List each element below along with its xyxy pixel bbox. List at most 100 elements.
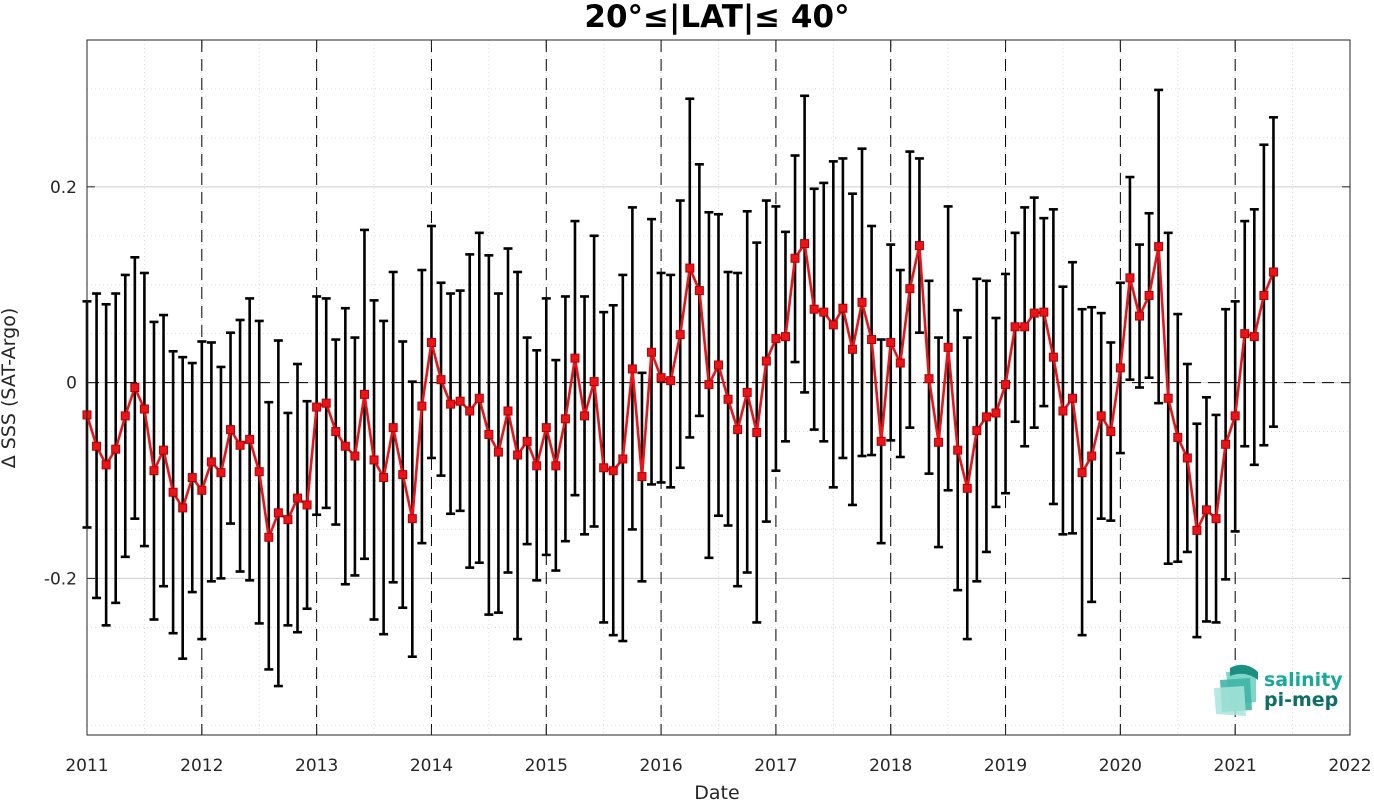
data-point-2019-06 <box>1048 352 1058 362</box>
data-point-2016-04 <box>685 263 695 273</box>
data-point-2021-04 <box>1259 290 1269 300</box>
data-point-2020-11 <box>1211 514 1221 524</box>
y-tick-label: -0.2 <box>44 569 77 589</box>
data-point-2020-10 <box>1201 505 1211 515</box>
data-point-2014-06 <box>474 393 484 403</box>
x-tick-label: 2017 <box>754 756 797 776</box>
data-point-2011-10 <box>168 487 178 497</box>
data-point-2019-12 <box>1106 427 1116 437</box>
data-point-2016-11 <box>752 428 762 438</box>
logo-line2: pi-mep <box>1264 689 1338 711</box>
data-point-2014-10 <box>513 450 523 460</box>
salinity-pi-mep-logo: salinity pi-mep <box>1214 664 1343 716</box>
data-point-2019-09 <box>1077 468 1087 478</box>
chart-title: 20°≤|LAT|≤ 40° <box>584 0 849 35</box>
data-point-2016-08 <box>723 394 733 404</box>
data-point-2012-02 <box>206 457 216 467</box>
data-point-2013-03 <box>331 427 341 437</box>
data-point-2014-01 <box>426 337 436 347</box>
data-point-2016-06 <box>704 380 714 390</box>
x-tick-label: 2018 <box>869 756 912 776</box>
data-point-2014-08 <box>493 447 503 457</box>
data-point-2014-12 <box>532 461 542 471</box>
data-point-2015-05 <box>580 411 590 421</box>
data-point-2013-01 <box>312 402 322 412</box>
y-tick-label: 0.2 <box>50 178 77 198</box>
logo-wave-icon <box>1214 664 1258 716</box>
data-point-2012-09 <box>273 508 283 518</box>
data-point-2016-07 <box>714 360 723 370</box>
data-point-2017-01 <box>771 334 781 344</box>
data-point-2020-12 <box>1221 439 1231 449</box>
data-point-2012-12 <box>302 500 312 510</box>
data-point-2017-03 <box>790 253 800 263</box>
data-point-2011-08 <box>149 466 159 476</box>
data-point-2015-08 <box>608 466 618 476</box>
data-point-2020-09 <box>1192 525 1202 535</box>
error-bars <box>82 88 1278 688</box>
data-point-2014-11 <box>522 436 532 446</box>
data-point-2012-11 <box>293 493 302 503</box>
data-point-2018-09 <box>962 483 972 493</box>
data-point-2019-04 <box>1029 308 1039 318</box>
data-point-2019-08 <box>1068 393 1078 403</box>
x-tick-label: 2016 <box>639 756 682 776</box>
plot-frame <box>86 39 1351 736</box>
data-point-2011-04 <box>111 444 121 454</box>
y-axis-label: Δ SSS (SAT-Argo) <box>0 308 20 468</box>
data-point-2017-06 <box>819 307 829 317</box>
data-point-2013-07 <box>369 455 379 465</box>
data-point-2016-03 <box>675 330 685 340</box>
x-axis-label: Date <box>694 782 739 801</box>
data-point-2019-01 <box>1001 380 1011 390</box>
data-point-2011-02 <box>92 441 102 451</box>
data-point-2018-12 <box>991 408 1001 418</box>
x-tick-label: 2021 <box>1214 756 1257 776</box>
data-point-2018-01 <box>886 337 896 347</box>
x-ticks: 2011 2012 2013 2014 2015 2016 2017 2018 2019 2020… <box>65 40 1372 776</box>
data-point-2011-03 <box>101 460 111 470</box>
data-point-2018-02 <box>895 358 905 368</box>
data-point-2013-02 <box>321 398 331 408</box>
data-point-2018-10 <box>972 426 982 436</box>
data-point-2015-02 <box>551 461 561 471</box>
data-point-2015-03 <box>560 414 570 424</box>
logo-line1: salinity <box>1264 669 1343 691</box>
x-tick-label: 2011 <box>65 756 108 776</box>
data-point-2018-11 <box>981 412 991 422</box>
data-point-2020-03 <box>1135 311 1144 321</box>
data-point-2020-06 <box>1163 393 1173 403</box>
data-point-2015-04 <box>570 353 580 363</box>
data-point-2013-08 <box>379 473 389 483</box>
data-point-2013-09 <box>388 423 398 433</box>
data-point-2018-04 <box>914 241 924 251</box>
data-point-2015-10 <box>627 364 637 374</box>
data-point-2020-08 <box>1182 453 1192 463</box>
data-point-2012-06 <box>245 434 255 444</box>
data-point-2015-11 <box>637 472 647 482</box>
data-point-2015-09 <box>618 454 628 464</box>
data-point-2021-03 <box>1249 332 1259 342</box>
x-tick-label: 2022 <box>1328 756 1371 776</box>
data-point-2015-01 <box>541 423 551 433</box>
data-point-2011-11 <box>178 503 188 513</box>
data-point-2012-01 <box>197 485 207 495</box>
data-point-2019-07 <box>1058 406 1068 416</box>
data-point-2011-07 <box>139 404 149 414</box>
data-point-2020-05 <box>1154 242 1164 252</box>
x-tick-label: 2015 <box>525 756 568 776</box>
data-point-2014-03 <box>446 399 456 409</box>
data-point-2012-03 <box>216 468 226 478</box>
data-point-2017-11 <box>867 335 877 345</box>
data-point-2014-07 <box>484 429 494 439</box>
data-point-2011-05 <box>120 411 130 421</box>
data-point-2015-06 <box>589 377 599 387</box>
data-point-2016-09 <box>733 425 743 435</box>
data-point-2016-10 <box>742 387 752 397</box>
data-point-2020-02 <box>1125 273 1135 283</box>
data-point-2013-11 <box>407 514 417 524</box>
data-point-2017-08 <box>838 303 848 313</box>
data-point-2014-09 <box>503 406 513 416</box>
data-point-2013-10 <box>398 470 408 480</box>
